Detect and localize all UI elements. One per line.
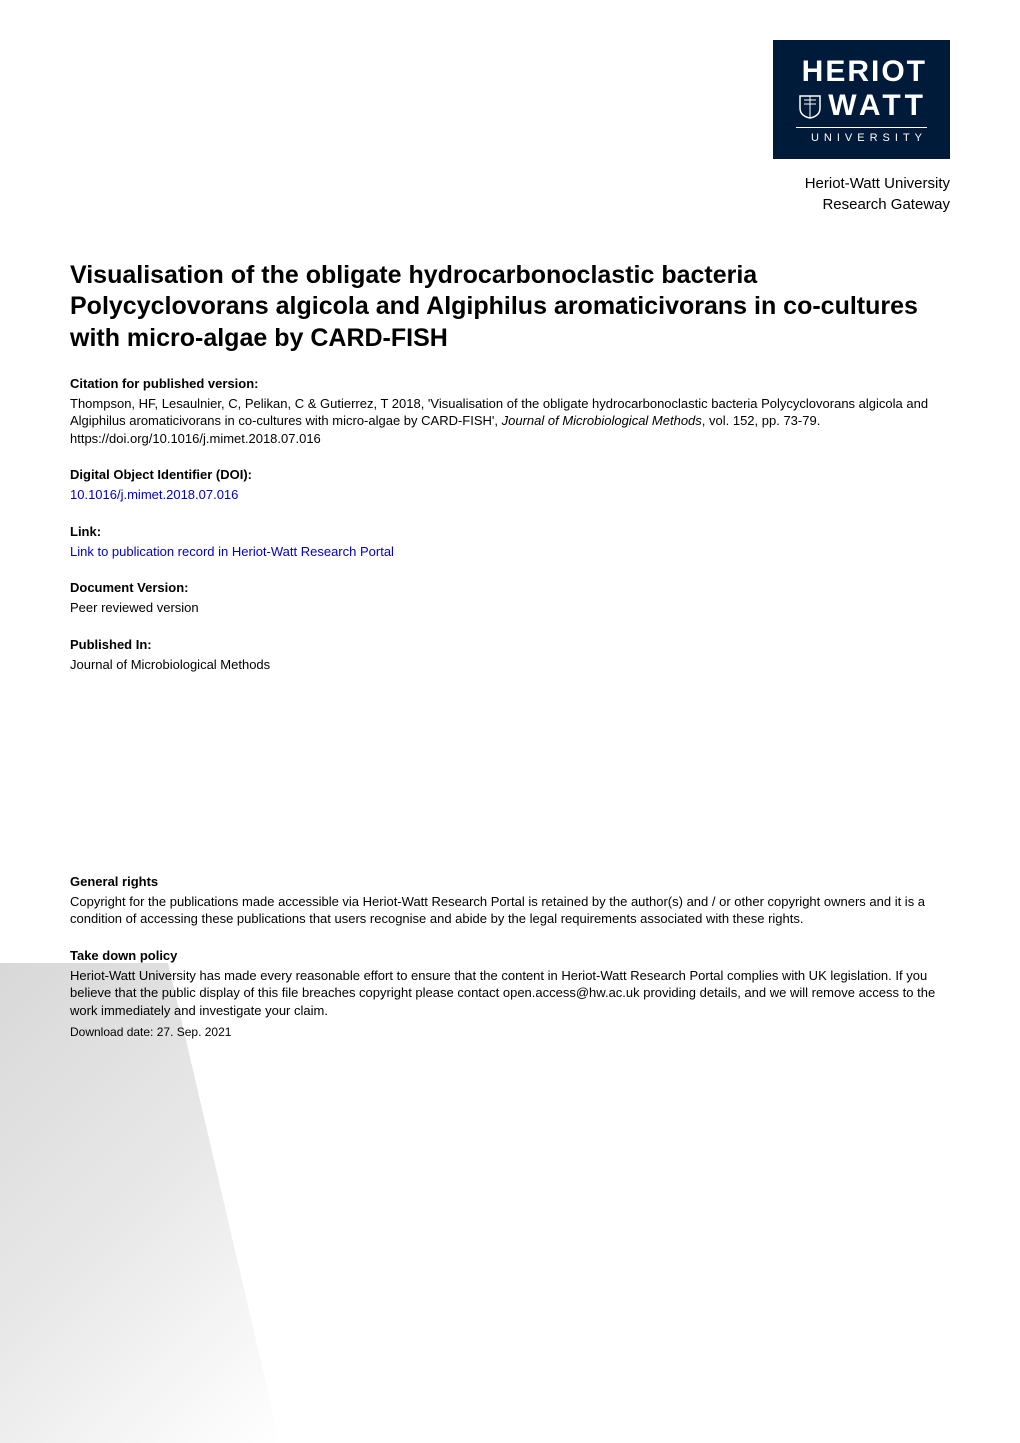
logo-subtitle-line-1: Heriot-Watt University	[773, 173, 950, 194]
doi-link[interactable]: 10.1016/j.mimet.2018.07.016	[70, 487, 238, 502]
main-content: Visualisation of the obligate hydrocarbo…	[70, 260, 950, 1019]
general-rights-body: Copyright for the publications made acce…	[70, 893, 950, 928]
takedown-body: Heriot-Watt University has made every re…	[70, 967, 950, 1020]
logo-line-2: WATT	[828, 91, 927, 121]
doi-heading: Digital Object Identifier (DOI):	[70, 467, 950, 482]
logo-line-1: HERIOT	[796, 57, 927, 87]
doc-version-heading: Document Version:	[70, 580, 950, 595]
page-content: HERIOT WATT UNIVERSITY Heriot-Watt Unive…	[0, 0, 1020, 1079]
logo-subtitle-line-2: Research Gateway	[773, 194, 950, 215]
general-rights-section: General rights Copyright for the publica…	[70, 874, 950, 1020]
publication-link[interactable]: Link to publication record in Heriot-Wat…	[70, 544, 394, 559]
general-rights-heading: General rights	[70, 874, 950, 889]
doi-body: 10.1016/j.mimet.2018.07.016	[70, 486, 950, 504]
link-body: Link to publication record in Heriot-Wat…	[70, 543, 950, 561]
published-in-heading: Published In:	[70, 637, 950, 652]
takedown-heading: Take down policy	[70, 948, 950, 963]
citation-journal: Journal of Microbiological Methods	[502, 413, 702, 428]
citation-body: Thompson, HF, Lesaulnier, C, Pelikan, C …	[70, 395, 950, 448]
university-logo-block: HERIOT WATT UNIVERSITY Heriot-Watt Unive…	[773, 40, 950, 215]
logo-watt-row: WATT	[796, 91, 927, 121]
logo-line-3: UNIVERSITY	[796, 127, 927, 144]
link-heading: Link:	[70, 524, 950, 539]
citation-heading: Citation for published version:	[70, 376, 950, 391]
published-in-body: Journal of Microbiological Methods	[70, 656, 950, 674]
university-logo: HERIOT WATT UNIVERSITY	[773, 40, 950, 159]
page-title: Visualisation of the obligate hydrocarbo…	[70, 260, 950, 354]
doc-version-body: Peer reviewed version	[70, 599, 950, 617]
logo-subtitle: Heriot-Watt University Research Gateway	[773, 173, 950, 215]
crest-icon	[796, 92, 824, 120]
download-date: Download date: 27. Sep. 2021	[70, 1025, 231, 1039]
